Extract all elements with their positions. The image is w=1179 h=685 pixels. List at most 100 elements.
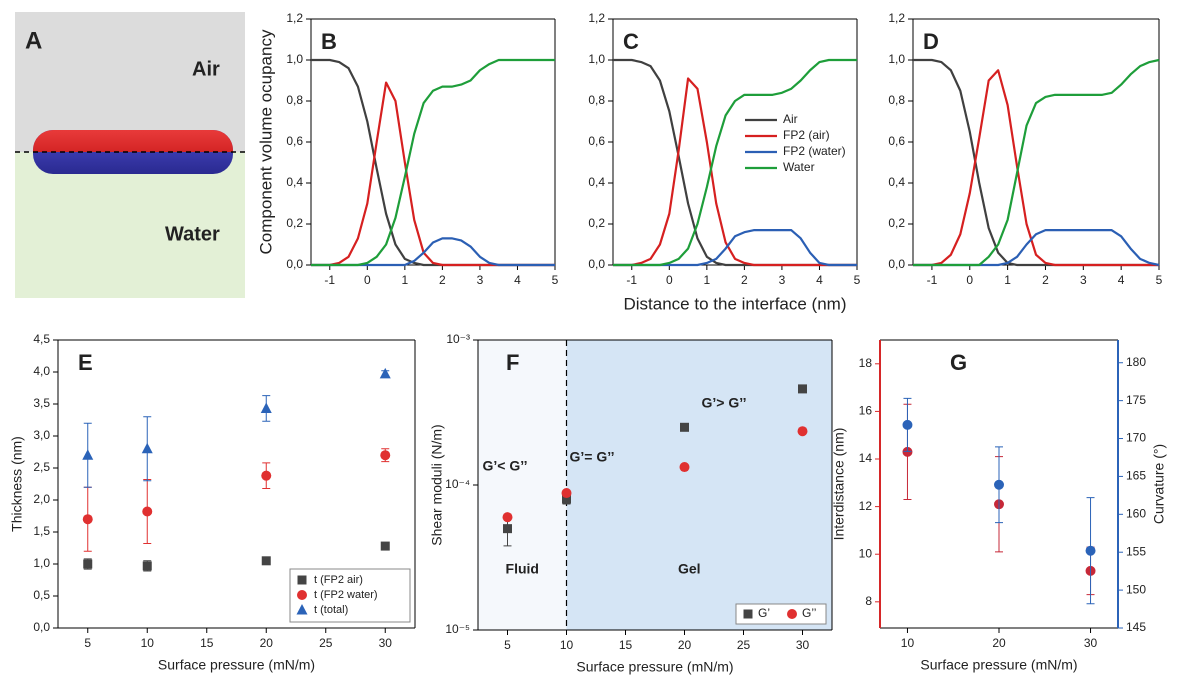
x-tick-label: 3 [1080, 273, 1087, 287]
x-tick-label: 1 [704, 273, 711, 287]
y-tick-label: 14 [859, 451, 873, 465]
series-line [613, 58, 857, 267]
y-axis-label: Component volume ocupancy [256, 29, 275, 254]
x-tick-label: -1 [927, 273, 938, 287]
y-tick-label: 1,0 [888, 52, 905, 66]
panel-label: D [923, 29, 939, 54]
data-point [261, 556, 271, 566]
y-tick-label: 0,2 [588, 216, 605, 230]
x-tick-label: 25 [737, 638, 751, 652]
series-line [311, 58, 555, 267]
data-point [561, 488, 572, 499]
data-point [1085, 545, 1096, 556]
x-tick-label: 10 [141, 636, 155, 650]
y-tick-label: 0,4 [888, 175, 905, 189]
data-point [680, 422, 689, 432]
data-point [141, 442, 153, 454]
legend-label: t (FP2 water) [314, 589, 378, 601]
x-tick-label: 20 [678, 638, 692, 652]
x-tick-label: 3 [779, 273, 786, 287]
data-point [679, 462, 690, 473]
data-point [380, 450, 391, 461]
water-label: Water [165, 223, 220, 245]
x-tick-label: 1 [402, 273, 409, 287]
y-tick-label: 1,2 [888, 11, 905, 25]
y-tick-label: 10⁻⁵ [445, 622, 470, 636]
legend-marker [297, 575, 307, 585]
y-tick-label: 0,8 [286, 93, 303, 107]
x-tick-label: 10 [560, 638, 574, 652]
panel-label: F [506, 350, 519, 375]
y-tick-label: 0,8 [888, 93, 905, 107]
x-tick-label: 30 [1084, 636, 1098, 650]
data-point [902, 419, 913, 430]
y-tick-label: 0,6 [888, 134, 905, 148]
x-tick-label: 15 [619, 638, 633, 652]
y-tick-label: 16 [859, 404, 873, 418]
x-tick-label: -1 [324, 273, 335, 287]
panel-label: G [950, 350, 967, 375]
x-tick-label: 5 [854, 273, 861, 287]
data-point [83, 559, 93, 569]
region-label: Fluid [506, 561, 539, 577]
y-tick-label: 10 [859, 546, 873, 560]
data-point [797, 426, 808, 437]
y-tick-label: 1,2 [588, 11, 605, 25]
legend-label: FP2 (air) [783, 128, 830, 142]
y-tick-label: 0,2 [888, 216, 905, 230]
data-point [142, 561, 152, 571]
x-tick-label: 4 [816, 273, 823, 287]
y-tick-label: 1,0 [588, 52, 605, 66]
x-tick-label: 30 [796, 638, 810, 652]
x-tick-label: 0 [966, 273, 973, 287]
x-tick-label: 2 [1042, 273, 1049, 287]
x-tick-label: 0 [364, 273, 371, 287]
x-tick-label: -1 [626, 273, 637, 287]
y-tick-label: 4,5 [33, 332, 50, 346]
data-point [503, 524, 512, 534]
series-line [311, 237, 555, 267]
x-tick-label: 20 [260, 636, 274, 650]
y2-tick-label: 145 [1126, 620, 1146, 634]
legend-label: t (FP2 air) [314, 574, 363, 586]
y-axis-label: Thickness (nm) [9, 436, 25, 532]
y-tick-label: 8 [865, 594, 872, 608]
region-label: Gel [678, 561, 701, 577]
data-point [142, 506, 153, 517]
y2-tick-label: 155 [1126, 544, 1146, 558]
x-axis-label: Distance to the interface (nm) [624, 294, 847, 313]
legend-marker [297, 590, 307, 600]
panel-a: A Air Water [15, 12, 245, 298]
legend-label: G’’ [802, 606, 816, 620]
x-tick-label: 20 [992, 636, 1006, 650]
y2-tick-label: 160 [1126, 506, 1146, 520]
annotation: G’= G’’ [570, 449, 615, 465]
y2-tick-label: 150 [1126, 582, 1146, 596]
data-point [994, 479, 1004, 490]
y-tick-label: 18 [859, 356, 873, 370]
data-point [82, 449, 94, 460]
data-point [798, 384, 807, 394]
protein-top [33, 130, 233, 152]
y-tick-label: 1,2 [286, 11, 303, 25]
legend-label: G’ [758, 606, 770, 620]
y-tick-label: 0,6 [588, 134, 605, 148]
data-point [502, 512, 513, 523]
legend-label: FP2 (water) [783, 144, 846, 158]
y2-tick-label: 180 [1126, 355, 1146, 369]
y-tick-label: 1,5 [33, 524, 50, 538]
y-tick-label: 0,6 [286, 134, 303, 148]
y-tick-label: 10⁻³ [446, 332, 470, 346]
legend-box [735, 603, 827, 625]
x-axis-label: Surface pressure (mN/m) [576, 659, 733, 675]
y-tick-label: 1,0 [33, 556, 50, 570]
series-line [913, 229, 1160, 267]
y2-tick-label: 165 [1126, 469, 1146, 483]
y-tick-label: 0,0 [588, 257, 605, 271]
legend-marker [787, 609, 797, 619]
data-point [261, 470, 272, 481]
y-tick-label: 0,8 [588, 93, 605, 107]
x-tick-label: 10 [901, 636, 915, 650]
y2-tick-label: 175 [1126, 393, 1146, 407]
x-tick-label: 5 [84, 636, 91, 650]
